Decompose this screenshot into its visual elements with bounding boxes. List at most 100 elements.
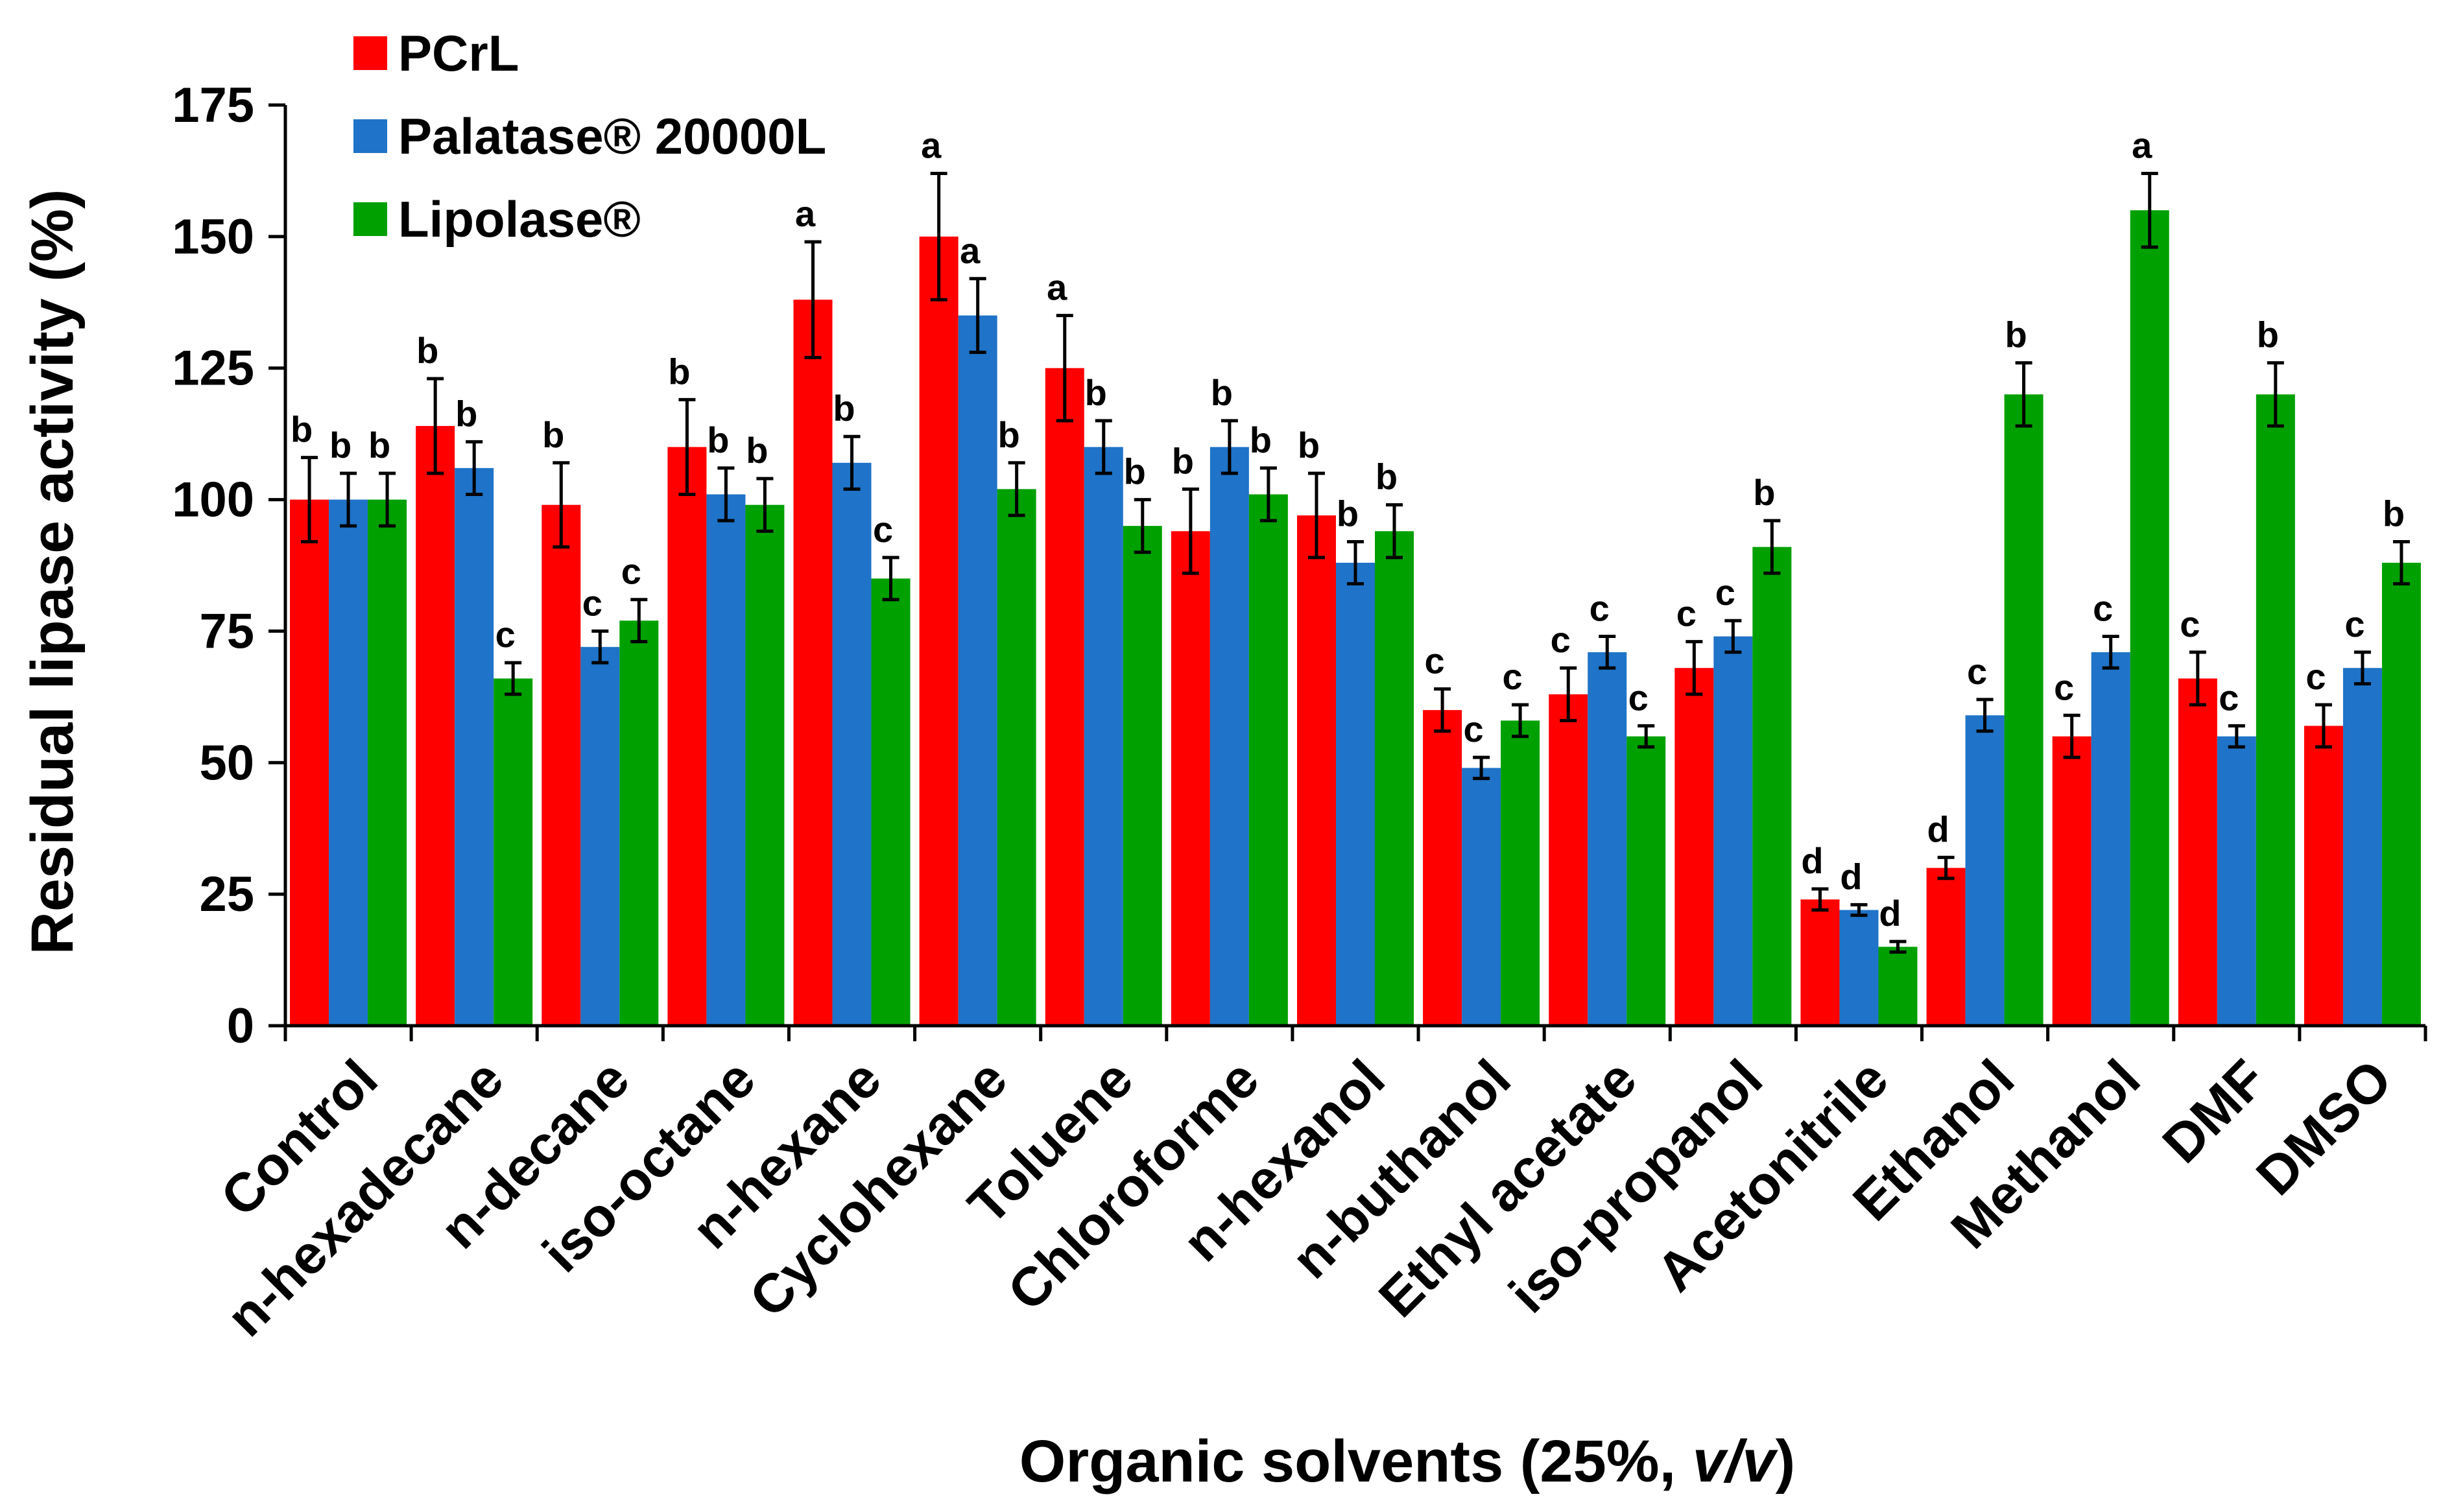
y-tick-label: 100 xyxy=(172,473,254,528)
significance-letter: b xyxy=(2383,493,2405,534)
error-bar xyxy=(2267,361,2284,428)
significance-letter: b xyxy=(1085,372,1107,413)
error-bar xyxy=(1512,703,1529,738)
bar-pcrl-chloroforme xyxy=(1171,531,1210,1026)
error-bar xyxy=(1638,724,1655,749)
significance-letter: b xyxy=(455,393,477,434)
error-bar xyxy=(882,556,899,602)
error-bar xyxy=(1347,539,1364,585)
legend-item-pcrl: PCrL xyxy=(353,25,519,82)
legend-label: Lipolase® xyxy=(398,191,641,248)
error-bar xyxy=(1259,466,1277,523)
significance-letter: c xyxy=(1715,572,1735,613)
y-tick-label: 25 xyxy=(199,867,254,922)
y-axis-ticks: 0 25 50 75 100 125 150 175 xyxy=(172,78,285,1054)
significance-letter: c xyxy=(2344,604,2365,644)
bar-lipolase-iso-propanol xyxy=(1752,547,1792,1026)
error-bar xyxy=(930,171,947,301)
error-bar xyxy=(1763,519,1781,575)
error-bar xyxy=(2228,724,2245,749)
error-bar xyxy=(2015,361,2032,428)
error-bar xyxy=(427,377,444,475)
bar-lipolase-chloroforme xyxy=(1248,494,1288,1026)
bar-lipolase-toluene xyxy=(1123,526,1162,1026)
error-bar xyxy=(1889,939,1907,954)
significance-letter: b xyxy=(1124,451,1146,492)
significance-letter: c xyxy=(1503,656,1523,697)
bar-pcrl-ethyl-acetate xyxy=(1549,694,1588,1026)
bar-pcrl-iso-propanol xyxy=(1674,668,1714,1026)
bar-palatase-20000l-n-hexadecane xyxy=(455,467,494,1026)
significance-letter: b xyxy=(542,414,564,455)
significance-letter: d xyxy=(1840,856,1862,897)
legend: PCrL Palatase® 20000L Lipolase® xyxy=(353,25,826,248)
bars-layer xyxy=(290,210,2421,1026)
significance-letter: b xyxy=(368,425,390,466)
error-bar xyxy=(591,629,609,665)
axes xyxy=(283,105,2425,1028)
bar-lipolase-control xyxy=(368,499,407,1026)
error-bar xyxy=(804,240,822,359)
significance-letter: a xyxy=(960,230,981,271)
error-bar xyxy=(379,471,396,528)
y-axis-title: Residual lipase activity (%) xyxy=(19,189,86,954)
significance-letter: c xyxy=(2305,656,2326,697)
bar-lipolase-n-hexane xyxy=(871,578,911,1026)
error-bar xyxy=(1008,461,1025,517)
error-bars-layer xyxy=(301,171,2410,954)
bar-palatase-20000l-ethyl-acetate xyxy=(1588,652,1627,1026)
legend-label: PCrL xyxy=(398,25,519,82)
significance-letter: b xyxy=(707,419,729,460)
significance-letter: a xyxy=(921,124,942,165)
bar-pcrl-n-buthanol xyxy=(1423,710,1462,1026)
bar-palatase-20000l-ethanol xyxy=(1965,715,2005,1026)
bar-lipolase-n-hexadecane xyxy=(494,678,533,1026)
error-bar xyxy=(1599,635,1616,670)
legend-swatch xyxy=(353,36,387,70)
bar-pcrl-n-hexadecane xyxy=(416,425,455,1026)
significance-letter: c xyxy=(873,509,893,550)
error-bar xyxy=(2189,650,2206,707)
significance-letter: a xyxy=(2132,124,2152,165)
significance-letter: b xyxy=(1298,425,1320,466)
error-bar xyxy=(1182,487,1199,575)
bar-pcrl-cyclohexane xyxy=(919,236,959,1026)
significance-letter: c xyxy=(1676,593,1697,634)
bar-pcrl-n-decane xyxy=(542,504,581,1026)
error-bar xyxy=(1056,314,1073,423)
bar-palatase-20000l-chloroforme xyxy=(1209,447,1249,1026)
error-bar xyxy=(678,397,696,496)
significance-letter: d xyxy=(1927,809,1949,849)
error-bar xyxy=(1724,619,1742,654)
bar-palatase-20000l-methanol xyxy=(2091,652,2130,1026)
significance-letter: b xyxy=(291,409,313,450)
y-tick-label: 175 xyxy=(172,78,254,133)
legend-swatch xyxy=(353,202,387,236)
significance-letter: c xyxy=(1425,641,1445,681)
error-bar xyxy=(1221,419,1238,475)
bar-lipolase-methanol xyxy=(2130,210,2169,1026)
bar-pcrl-ethanol xyxy=(1926,868,1966,1026)
error-bar xyxy=(1134,498,1151,554)
significance-letter: b xyxy=(2005,314,2027,355)
significance-letter: b xyxy=(1376,456,1398,497)
x-axis-title-prefix: Organic solvents (25%, xyxy=(1019,1428,1693,1494)
significance-letter: c xyxy=(495,614,516,655)
bar-lipolase-n-buthanol xyxy=(1501,720,1540,1026)
bar-lipolase-n-decane xyxy=(619,620,659,1026)
significance-letter: a xyxy=(795,193,816,234)
x-axis-title-suffix: ) xyxy=(1776,1428,1796,1494)
error-bar xyxy=(1386,503,1403,560)
significance-letter: c xyxy=(1967,651,1987,692)
significance-letter: b xyxy=(1172,440,1194,481)
significance-letter: b xyxy=(1753,472,1775,513)
error-bar xyxy=(1976,698,1994,733)
x-axis-title: Organic solvents (25%, v/v) xyxy=(1019,1428,1795,1494)
legend-swatch xyxy=(353,119,387,153)
x-axis-title-italic: v/v xyxy=(1693,1428,1779,1494)
significance-letter: d xyxy=(1801,840,1823,881)
bar-palatase-20000l-dmso xyxy=(2342,668,2382,1026)
bar-lipolase-ethyl-acetate xyxy=(1626,736,1666,1026)
significance-letter: b xyxy=(668,351,690,392)
